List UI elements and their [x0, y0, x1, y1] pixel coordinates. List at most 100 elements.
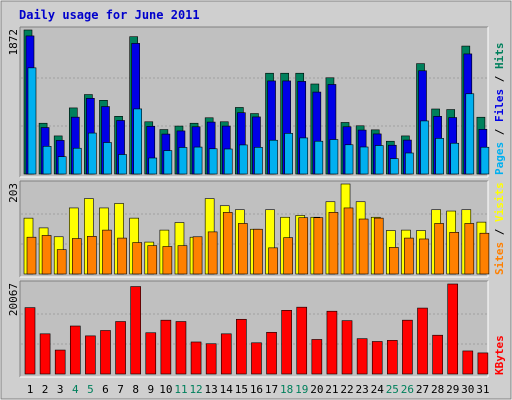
middle-bar-sites-day-5: [87, 236, 97, 275]
x-label-day-8: 8: [132, 383, 139, 396]
top-bar-pages-day-25: [390, 158, 399, 175]
top-bar-pages-day-1: [27, 67, 37, 175]
top-bar-pages-day-30: [465, 93, 475, 175]
bottom-bar-kbytes-day-18: [281, 310, 292, 375]
x-label-day-4: 4: [72, 383, 79, 396]
top-bar-pages-day-26: [405, 152, 414, 175]
middle-bar-sites-day-19: [298, 217, 309, 275]
middle-bar-sites-day-28: [434, 223, 444, 275]
top-bar-pages-day-12: [193, 146, 203, 175]
bottom-bar-kbytes-day-19: [296, 306, 308, 375]
middle-bar-sites-day-18: [283, 237, 293, 275]
bottom-bar-kbytes-day-10: [160, 319, 172, 375]
middle-bar-sites-day-2: [41, 235, 52, 275]
x-label-day-12: 12: [189, 383, 202, 396]
x-label-day-17: 17: [265, 383, 278, 396]
top-bar-pages-day-7: [118, 154, 127, 175]
x-label-day-18: 18: [280, 383, 293, 396]
bottom-bar-kbytes-day-1: [24, 307, 36, 375]
middle-bar-sites-day-25: [389, 247, 399, 275]
panel-middle-ymax-label: 203: [7, 183, 20, 203]
bottom-bar-kbytes-day-30: [462, 350, 474, 375]
top-bar-pages-day-31: [480, 146, 490, 175]
bottom-bar-kbytes-day-25: [387, 340, 398, 375]
legend-kbytes: KBytes: [493, 335, 506, 375]
x-label-day-6: 6: [102, 383, 109, 396]
middle-bar-sites-day-29: [449, 232, 460, 275]
panel-top-legend: Pages / Files / Hits: [493, 43, 506, 176]
middle-bar-sites-day-9: [147, 245, 158, 275]
x-label-day-29: 29: [446, 383, 459, 396]
middle-bar-sites-day-26: [404, 237, 414, 275]
top-bar-pages-day-8: [133, 108, 142, 175]
bottom-bar-kbytes-day-6: [100, 330, 111, 375]
x-label-day-22: 22: [340, 383, 353, 396]
x-label-day-16: 16: [250, 383, 263, 396]
middle-bar-sites-day-24: [373, 217, 384, 275]
middle-bar-sites-day-21: [328, 212, 339, 275]
top-bar-pages-day-13: [208, 148, 218, 175]
middle-bar-sites-day-10: [162, 246, 173, 275]
middle-bar-sites-day-11: [177, 245, 188, 275]
bottom-bar-kbytes-day-16: [251, 342, 262, 375]
legend-sites: Sites: [493, 242, 506, 275]
bottom-bar-kbytes-day-15: [236, 318, 247, 375]
top-bar-pages-day-17: [269, 139, 278, 175]
chart-bars: [23, 29, 490, 375]
bottom-bar-kbytes-day-3: [54, 349, 66, 375]
x-label-day-19: 19: [295, 383, 308, 396]
bottom-bar-kbytes-day-7: [115, 321, 126, 375]
top-bar-pages-day-11: [178, 147, 188, 175]
top-bar-pages-day-2: [42, 146, 52, 175]
bottom-bar-kbytes-day-31: [477, 352, 489, 375]
bottom-bar-kbytes-day-20: [311, 339, 323, 375]
x-label-day-27: 27: [416, 383, 429, 396]
panel-top-ymax-label: 1872: [7, 29, 20, 56]
bottom-bar-kbytes-day-21: [326, 310, 338, 375]
bottom-bar-kbytes-day-24: [371, 341, 383, 375]
legend-separator: /: [493, 69, 506, 89]
top-bar-pages-day-22: [344, 144, 354, 175]
x-label-day-21: 21: [325, 383, 338, 396]
bottom-bar-kbytes-day-14: [220, 333, 232, 375]
bottom-bar-kbytes-day-11: [175, 321, 187, 375]
middle-bar-sites-day-27: [419, 238, 429, 275]
middle-bar-sites-day-6: [102, 229, 112, 275]
middle-bar-sites-day-3: [56, 249, 67, 275]
x-label-day-20: 20: [310, 383, 323, 396]
bottom-bar-kbytes-day-22: [341, 320, 353, 375]
x-label-day-25: 25: [386, 383, 399, 396]
middle-bar-sites-day-23: [358, 218, 369, 275]
x-label-day-10: 10: [159, 383, 172, 396]
bottom-bar-kbytes-day-13: [205, 343, 217, 375]
x-label-day-7: 7: [117, 383, 124, 396]
middle-bar-sites-day-7: [117, 237, 127, 275]
top-bar-pages-day-29: [450, 142, 460, 175]
x-label-day-28: 28: [431, 383, 444, 396]
legend-files: Files: [493, 89, 506, 122]
middle-bar-sites-day-12: [192, 236, 203, 275]
middle-bar-sites-day-13: [207, 231, 218, 275]
top-bar-pages-day-15: [239, 144, 248, 175]
legends: Pages / Files / Hits Sites / Visits KBytes: [493, 43, 506, 376]
top-bar-pages-day-19: [299, 137, 309, 175]
legend-visits: Visits: [493, 182, 506, 222]
x-label-day-24: 24: [371, 383, 385, 396]
bottom-bar-kbytes-day-2: [39, 333, 51, 375]
bottom-bar-kbytes-day-8: [130, 286, 141, 375]
x-label-day-14: 14: [220, 383, 234, 396]
bottom-bar-kbytes-day-5: [85, 335, 96, 375]
x-label-day-15: 15: [235, 383, 248, 396]
middle-bar-sites-day-17: [268, 247, 278, 275]
bottom-bar-kbytes-day-26: [402, 319, 413, 375]
legend-separator: /: [493, 222, 506, 242]
top-bar-pages-day-9: [148, 157, 158, 175]
top-bar-pages-day-21: [329, 139, 339, 175]
x-label-day-2: 2: [42, 383, 49, 396]
top-bar-pages-day-4: [72, 147, 82, 175]
middle-bar-sites-day-1: [26, 236, 37, 275]
top-bar-pages-day-14: [223, 148, 233, 175]
top-bar-pages-day-18: [284, 133, 293, 175]
x-label-day-26: 26: [401, 383, 414, 396]
